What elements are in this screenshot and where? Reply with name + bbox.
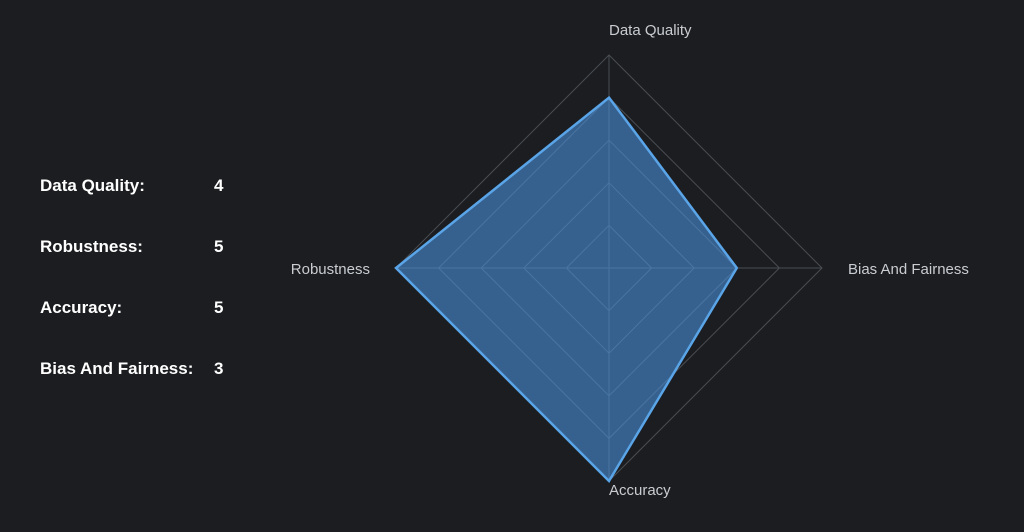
axis-label-2: Accuracy: [609, 482, 671, 499]
score-row-accuracy: Accuracy: 5: [40, 294, 240, 355]
axis-label-1: Bias And Fairness: [848, 261, 969, 278]
score-label: Data Quality:: [40, 176, 145, 195]
axis-label-3: Robustness: [291, 261, 370, 278]
score-value: 3: [214, 359, 224, 378]
score-list: Data Quality: 4 Robustness: 5 Accuracy: …: [40, 172, 240, 416]
score-row-data-quality: Data Quality: 4: [40, 172, 240, 233]
score-value: 5: [214, 237, 224, 256]
score-label: Bias And Fairness:: [40, 359, 194, 378]
score-label: Accuracy:: [40, 298, 123, 317]
axis-label-0: Data Quality: [609, 22, 692, 39]
score-row-robustness: Robustness: 5: [40, 233, 240, 294]
score-label: Robustness:: [40, 237, 143, 256]
score-value: 4: [214, 176, 224, 195]
data-area: [394, 95, 739, 484]
score-row-bias-and-fairness: Bias And Fairness: 3: [40, 355, 240, 416]
score-value: 5: [214, 298, 224, 317]
